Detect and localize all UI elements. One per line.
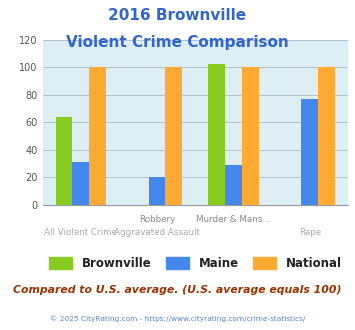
Text: All Violent Crime: All Violent Crime [44, 228, 117, 237]
Text: Compared to U.S. average. (U.S. average equals 100): Compared to U.S. average. (U.S. average … [13, 285, 342, 295]
Text: Robbery: Robbery [139, 214, 175, 223]
Text: 2016 Brownville: 2016 Brownville [108, 8, 247, 23]
Bar [318, 67, 335, 205]
Bar [301, 99, 318, 205]
Bar [149, 177, 165, 205]
Bar [72, 162, 89, 205]
Bar [89, 67, 106, 205]
Bar [208, 64, 225, 205]
Text: Violent Crime Comparison: Violent Crime Comparison [66, 35, 289, 50]
Bar [56, 116, 72, 205]
Text: Aggravated Assault: Aggravated Assault [114, 228, 200, 237]
Bar [242, 67, 258, 205]
Bar [165, 67, 182, 205]
Bar [225, 165, 242, 205]
Text: © 2025 CityRating.com - https://www.cityrating.com/crime-statistics/: © 2025 CityRating.com - https://www.city… [50, 315, 305, 322]
Text: Murder & Mans...: Murder & Mans... [196, 214, 271, 223]
Text: Rape: Rape [299, 228, 321, 237]
Legend: Brownville, Maine, National: Brownville, Maine, National [49, 257, 342, 270]
